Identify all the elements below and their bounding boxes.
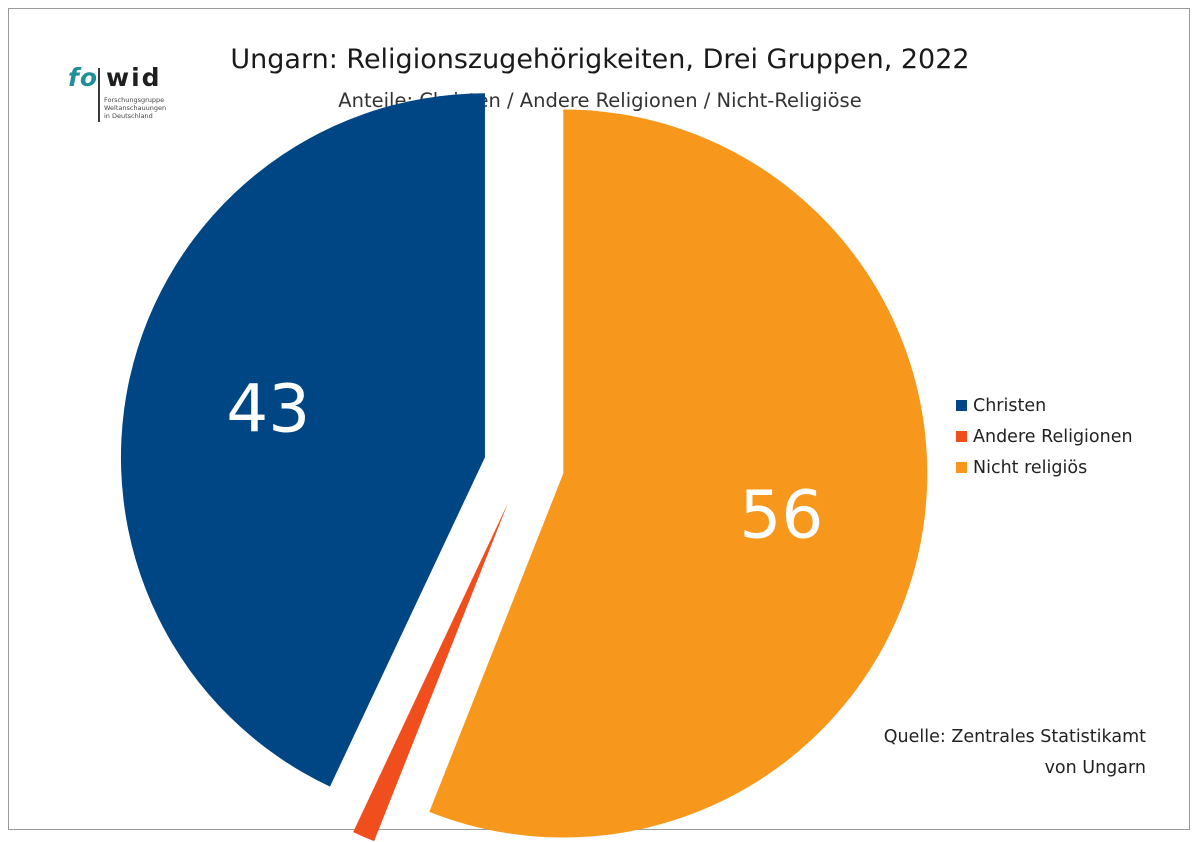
fowid-logo: fo wid Forschungsgruppe Weltanschauungen… (68, 64, 178, 124)
logo-divider (98, 68, 100, 122)
pie-slice-andere-religionen (353, 502, 509, 842)
legend-item: Christen (956, 390, 1133, 421)
legend-swatch (956, 462, 967, 473)
source-line: von Ungarn (1044, 758, 1146, 778)
chart-legend: Christen Andere Religionen Nicht religiös (956, 390, 1133, 483)
legend-swatch (956, 400, 967, 411)
pie-data-label: 56 (739, 477, 823, 554)
logo-tagline: Forschungsgruppe Weltanschauungen in Deu… (104, 96, 166, 120)
chart-title: Ungarn: Religionszugehörigkeiten, Drei G… (230, 44, 970, 75)
legend-label: Nicht religiös (973, 457, 1088, 478)
legend-item: Nicht religiös (956, 452, 1133, 483)
pie-data-label: 43 (226, 370, 310, 447)
source-line: Quelle: Zentrales Statistikamt (883, 727, 1146, 747)
source-note: Quelle: Zentrales Statistikamt von Ungar… (884, 722, 1146, 784)
logo-fo-text: fo (68, 63, 99, 92)
pie-slice-christen (120, 93, 485, 787)
logo-tagline-line: Weltanschauungen (104, 104, 167, 112)
logo-tagline-line: Forschungsgruppe (104, 96, 165, 104)
legend-label: Andere Religionen (973, 426, 1133, 447)
legend-swatch (956, 431, 967, 442)
legend-label: Christen (973, 395, 1047, 416)
legend-item: Andere Religionen (956, 421, 1133, 452)
logo-tagline-line: in Deutschland (104, 112, 153, 120)
logo-wid-text: wid (106, 63, 162, 92)
pie-slice-nicht-religiös (429, 109, 928, 838)
